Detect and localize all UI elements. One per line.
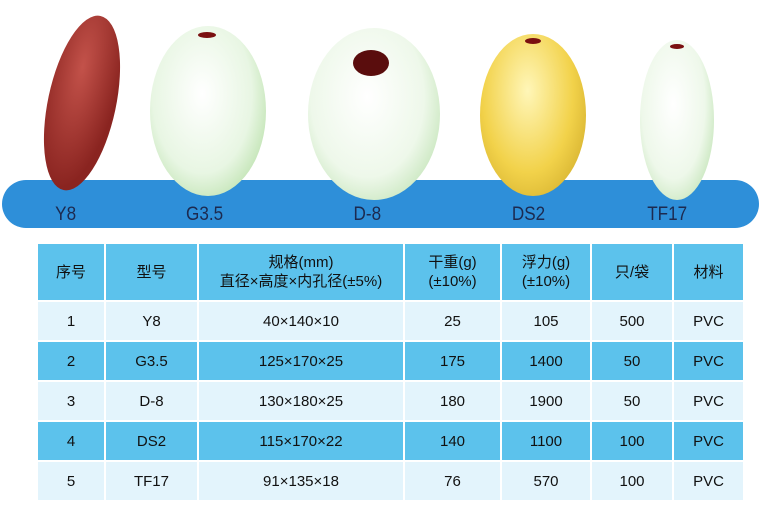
float-ds2-image bbox=[480, 34, 586, 196]
header-dry-weight: 干重(g) (±10%) bbox=[405, 244, 500, 300]
table-row: 5 TF17 91×135×18 76 570 100 PVC bbox=[38, 462, 743, 500]
float-y8-image bbox=[30, 8, 134, 198]
label-ds2: DS2 bbox=[511, 204, 546, 225]
cell: PVC bbox=[674, 342, 743, 380]
cell: 130×180×25 bbox=[199, 382, 403, 420]
label-g35: G3.5 bbox=[186, 204, 224, 225]
cell: 40×140×10 bbox=[199, 302, 403, 340]
cell: PVC bbox=[674, 382, 743, 420]
cell: 50 bbox=[592, 342, 672, 380]
cell: 100 bbox=[592, 462, 672, 500]
header-no: 序号 bbox=[38, 244, 104, 300]
cell: PVC bbox=[674, 422, 743, 460]
cell: Y8 bbox=[106, 302, 197, 340]
header-model: 型号 bbox=[106, 244, 197, 300]
cell: 2 bbox=[38, 342, 104, 380]
cell: TF17 bbox=[106, 462, 197, 500]
cell: 115×170×22 bbox=[199, 422, 403, 460]
cell: 4 bbox=[38, 422, 104, 460]
spec-table: 序号 型号 规格(mm) 直径×高度×内孔径(±5%) 干重(g) (±10%) 浮… bbox=[36, 242, 745, 502]
label-d8: D-8 bbox=[353, 204, 382, 225]
label-y8: Y8 bbox=[55, 204, 77, 225]
header-material: 材料 bbox=[674, 244, 743, 300]
cell: PVC bbox=[674, 302, 743, 340]
label-tf17: TF17 bbox=[647, 204, 688, 225]
cell: 1900 bbox=[502, 382, 590, 420]
table-row: 3 D-8 130×180×25 180 1900 50 PVC bbox=[38, 382, 743, 420]
float-tf17-image bbox=[640, 40, 714, 200]
cell: 25 bbox=[405, 302, 500, 340]
cell: 100 bbox=[592, 422, 672, 460]
header-buoyancy: 浮力(g) (±10%) bbox=[502, 244, 590, 300]
cell: 1400 bbox=[502, 342, 590, 380]
cell: 140 bbox=[405, 422, 500, 460]
cell: 76 bbox=[405, 462, 500, 500]
cell: 5 bbox=[38, 462, 104, 500]
cell: 3 bbox=[38, 382, 104, 420]
cell: 175 bbox=[405, 342, 500, 380]
header-spec: 规格(mm) 直径×高度×内孔径(±5%) bbox=[199, 244, 403, 300]
cell: DS2 bbox=[106, 422, 197, 460]
cell: 125×170×25 bbox=[199, 342, 403, 380]
table-row: 1 Y8 40×140×10 25 105 500 PVC bbox=[38, 302, 743, 340]
cell: 570 bbox=[502, 462, 590, 500]
table-row: 4 DS2 115×170×22 140 1100 100 PVC bbox=[38, 422, 743, 460]
header-per-bag: 只/袋 bbox=[592, 244, 672, 300]
cell: 1100 bbox=[502, 422, 590, 460]
cell: 500 bbox=[592, 302, 672, 340]
float-d8-image bbox=[308, 28, 440, 200]
float-g35-image bbox=[150, 26, 266, 196]
table-header: 序号 型号 规格(mm) 直径×高度×内孔径(±5%) 干重(g) (±10%) 浮… bbox=[38, 244, 743, 300]
cell: G3.5 bbox=[106, 342, 197, 380]
cell: PVC bbox=[674, 462, 743, 500]
cell: 180 bbox=[405, 382, 500, 420]
cell: 50 bbox=[592, 382, 672, 420]
cell: D-8 bbox=[106, 382, 197, 420]
cell: 91×135×18 bbox=[199, 462, 403, 500]
cell: 105 bbox=[502, 302, 590, 340]
table-row: 2 G3.5 125×170×25 175 1400 50 PVC bbox=[38, 342, 743, 380]
cell: 1 bbox=[38, 302, 104, 340]
